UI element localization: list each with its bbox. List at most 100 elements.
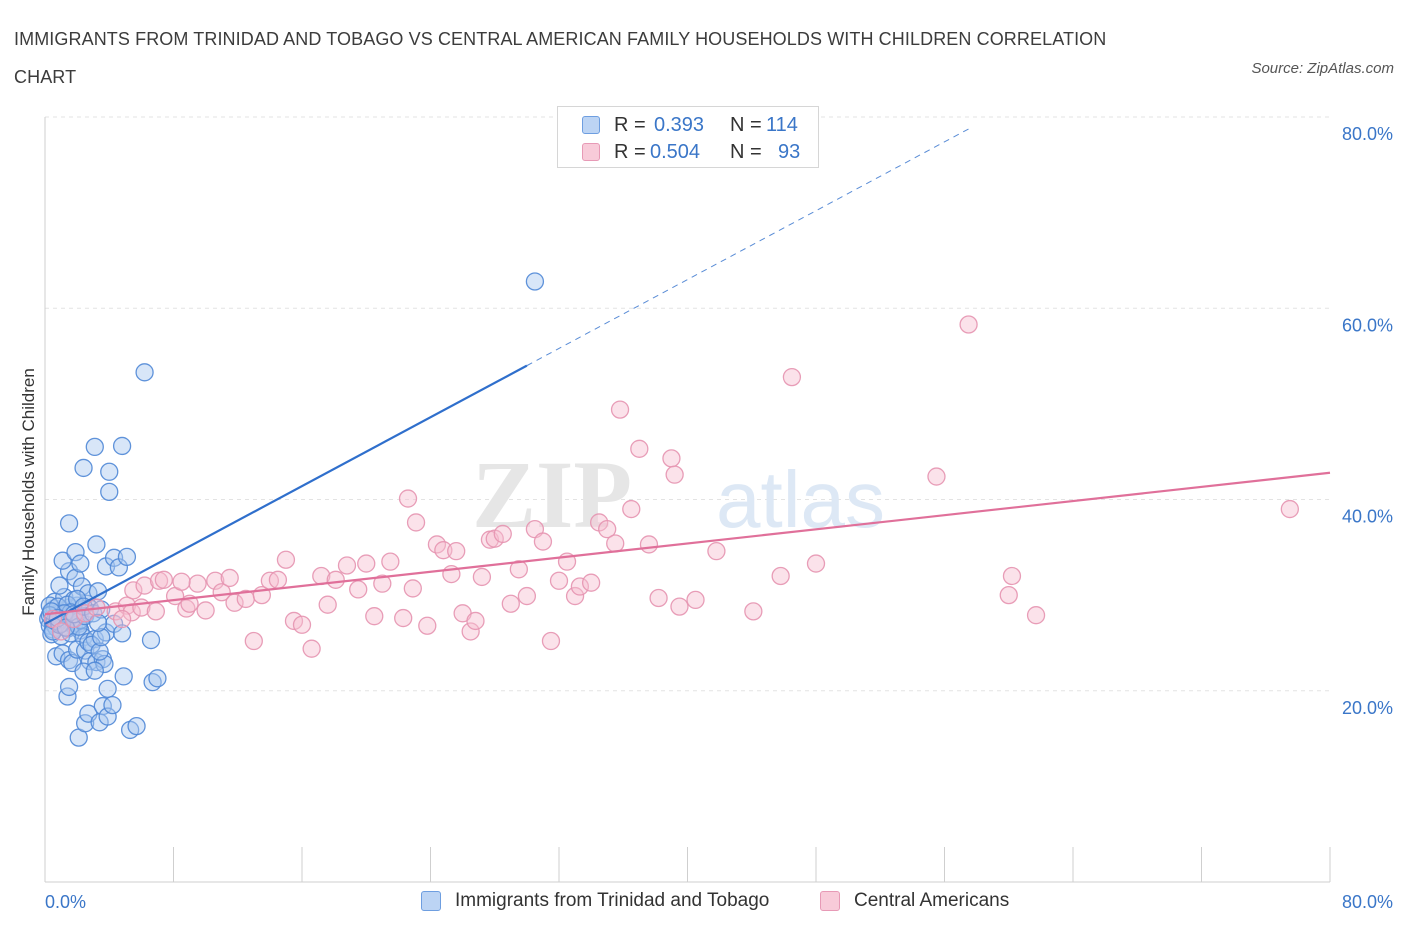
data-point: [59, 514, 79, 533]
x-tick-label: 0.0%: [45, 892, 86, 912]
data-point: [326, 570, 345, 589]
series-central-american-points: [43, 315, 1299, 658]
data-point: [1026, 606, 1046, 625]
stats-n-value: 114: [766, 114, 798, 136]
y-tick-labels: 20.0% 40.0% 60.0% 80.0%: [1342, 124, 1393, 718]
data-point: [581, 573, 601, 592]
data-point: [100, 482, 119, 502]
data-point: [472, 567, 492, 587]
watermark-zip: ZIP: [472, 441, 632, 548]
data-point: [509, 560, 528, 579]
data-point: [1280, 499, 1299, 519]
watermark: ZIP atlas: [472, 441, 885, 548]
stats-n-value: 93: [778, 141, 801, 163]
legend-swatch-pink: [820, 891, 840, 911]
data-point: [124, 581, 143, 600]
data-point: [570, 577, 590, 596]
data-point: [707, 541, 726, 561]
stats-r-value: 0.393: [654, 114, 705, 136]
data-point: [98, 679, 117, 698]
data-point: [93, 696, 112, 716]
data-point: [406, 513, 426, 532]
y-axis-title: Family Households with Children: [19, 368, 38, 616]
data-point: [76, 714, 95, 733]
data-point: [806, 554, 826, 573]
y-tick-label: 20.0%: [1342, 698, 1393, 718]
data-point: [92, 628, 111, 647]
data-point: [373, 574, 392, 593]
data-point: [565, 586, 585, 606]
trend-line-central-american: [44, 471, 1331, 616]
data-point: [53, 644, 72, 663]
data-point: [154, 570, 174, 589]
data-point: [782, 367, 802, 387]
data-point: [662, 449, 681, 468]
data-point: [268, 570, 288, 589]
data-point: [100, 462, 119, 481]
data-point: [549, 571, 569, 590]
data-point: [610, 400, 630, 419]
data-point: [1002, 566, 1022, 586]
data-point: [188, 574, 207, 593]
data-point: [630, 439, 649, 458]
legend-swatch-blue: [421, 891, 441, 911]
data-point: [670, 597, 689, 616]
data-point: [318, 595, 337, 614]
data-point: [117, 547, 137, 567]
data-point: [461, 622, 480, 641]
data-point: [357, 554, 376, 573]
data-point: [447, 541, 466, 561]
source-label: Source: ZipAtlas.com: [1251, 60, 1394, 77]
data-point: [50, 576, 69, 595]
data-point: [349, 580, 368, 599]
data-point: [104, 548, 124, 567]
data-point: [141, 630, 161, 650]
data-point: [398, 489, 418, 508]
data-point: [959, 315, 978, 334]
data-point: [112, 624, 132, 643]
watermark-atlas: atlas: [716, 455, 885, 544]
data-point: [71, 554, 90, 573]
data-point: [999, 585, 1018, 605]
stats-swatch-pink: [582, 143, 600, 161]
data-point: [59, 677, 79, 697]
y-tick-label: 40.0%: [1342, 507, 1393, 527]
data-point: [276, 550, 296, 569]
data-point: [90, 642, 109, 661]
data-point: [649, 588, 668, 608]
data-point: [533, 532, 553, 551]
stats-swatch-blue: [582, 116, 600, 134]
data-point: [103, 695, 122, 715]
legend-label: Immigrants from Trinidad and Tobago: [455, 890, 770, 911]
y-tick-label: 60.0%: [1342, 315, 1393, 335]
data-point: [598, 519, 617, 539]
stats-r-label: R =: [614, 141, 646, 163]
axes: [44, 117, 1331, 883]
legend-label: Central Americans: [854, 890, 1010, 911]
data-point: [365, 607, 384, 626]
data-point: [394, 608, 413, 628]
stats-n-label: N =: [730, 141, 762, 163]
data-point: [606, 534, 625, 553]
data-point: [127, 716, 146, 736]
data-point: [87, 535, 106, 554]
data-point: [135, 363, 154, 382]
data-point: [53, 551, 72, 570]
data-point: [112, 609, 132, 629]
data-point: [74, 458, 93, 478]
data-point: [212, 583, 231, 602]
data-point: [639, 535, 659, 554]
y-tick-label: 80.0%: [1342, 124, 1393, 144]
data-point: [244, 631, 263, 651]
data-point: [686, 590, 705, 610]
stats-r-value: 0.504: [650, 141, 701, 163]
data-point: [517, 586, 537, 606]
data-point: [525, 272, 545, 291]
data-point: [337, 556, 357, 575]
data-point: [927, 467, 946, 486]
x-tick-labels: 0.0% 80.0%: [45, 892, 1393, 912]
chart-title: IMMIGRANTS FROM TRINIDAD AND TOBAGO VS C…: [14, 29, 1107, 87]
data-point: [206, 571, 225, 590]
data-point: [85, 661, 104, 680]
